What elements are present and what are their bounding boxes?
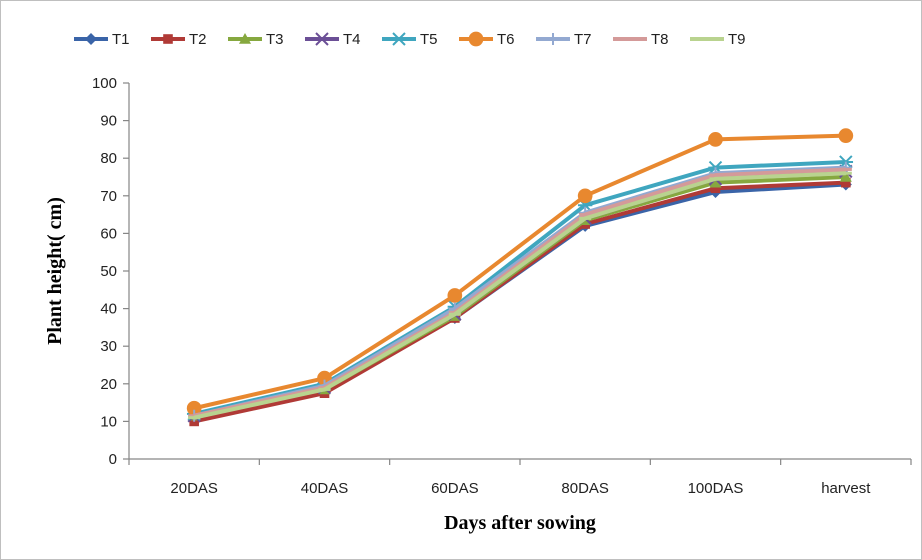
legend-item-t7: T7: [536, 31, 592, 48]
legend-item-t3: T3: [228, 31, 284, 48]
data-point-t6: [577, 188, 593, 204]
series-t4: [187, 164, 853, 423]
legend-marker: [239, 33, 251, 44]
data-point-t9: [579, 216, 592, 220]
data-point-t9: [448, 312, 461, 316]
legend-label: T2: [189, 31, 207, 48]
legend-item-t8: T8: [613, 31, 669, 48]
x-tick-label: 40DAS: [301, 480, 349, 497]
series-layer: [186, 128, 854, 427]
y-tick-label: 10: [100, 413, 117, 430]
y-tick-label: 40: [100, 301, 117, 318]
series-line-t1: [193, 182, 846, 420]
x-tick-label: 80DAS: [561, 480, 609, 497]
legend-marker: [391, 32, 407, 46]
series-t8: [188, 167, 852, 418]
legend-marker: [547, 33, 559, 45]
axes: 0 10 20 30 40 50 60 70 80 90 100 20DAS 40DAS 60DAS 80…: [92, 75, 912, 497]
legend-item-t4: T4: [305, 31, 361, 48]
series-t9: [188, 171, 852, 420]
series-t3: [188, 171, 852, 421]
legend-marker: [85, 33, 97, 45]
legend-item-t9: T9: [690, 31, 746, 48]
legend-label: T6: [497, 31, 515, 48]
data-point-t9: [318, 387, 331, 391]
legend-label: T7: [574, 31, 592, 48]
legend-item-t2: T2: [151, 31, 207, 48]
series-t7: [188, 161, 852, 422]
series-line-t7: [193, 165, 846, 418]
series-line-t4: [193, 169, 846, 418]
legend-marker: [163, 34, 173, 44]
y-tick-label: 70: [100, 188, 117, 205]
y-tick-label: 0: [109, 451, 117, 468]
legend-item-t1: T1: [74, 31, 130, 48]
data-point-t2: [710, 183, 721, 194]
legend-label: T1: [112, 31, 130, 48]
data-point-t9: [188, 416, 201, 420]
x-tick-label: 100DAS: [688, 480, 744, 497]
data-point-t9: [839, 171, 852, 175]
y-tick-label: 30: [100, 338, 117, 355]
legend-marker: [315, 32, 329, 46]
y-tick-label: 60: [100, 225, 117, 242]
y-ticks: 0 10 20 30 40 50 60 70 80 90 100: [92, 75, 129, 468]
series-line-t6: [193, 133, 846, 411]
x-tick-label: 60DAS: [431, 480, 479, 497]
x-axis-title: Days after sowing: [444, 512, 596, 534]
y-tick-label: 50: [100, 263, 117, 280]
x-ticks: 20DAS 40DAS 60DAS 80DAS 100DAS harvest: [128, 459, 912, 497]
x-tick-label: 20DAS: [170, 480, 218, 497]
data-point-t8: [579, 213, 592, 217]
series-line-t8: [193, 167, 846, 418]
y-tick-label: 90: [100, 113, 117, 130]
legend: T1 T2 T3 T4 T5 T6 T7 T8 T9: [74, 31, 746, 48]
series-line-t3: [193, 175, 846, 418]
data-point-t8: [839, 167, 852, 171]
legend-label: T4: [343, 31, 361, 48]
series-t5: [186, 155, 854, 421]
legend-label: T5: [420, 31, 438, 48]
series-line-t9: [193, 171, 846, 420]
series-line-t2: [193, 180, 846, 424]
data-point-t6: [838, 128, 854, 143]
series-t2: [189, 177, 851, 427]
data-point-t2: [841, 177, 851, 188]
legend-label: T3: [266, 31, 284, 48]
data-point-t3: [709, 176, 722, 188]
data-point-t8: [709, 173, 722, 177]
data-point-t6: [447, 288, 463, 303]
series-t6: [186, 128, 854, 416]
data-point-t7: [839, 161, 852, 174]
data-point-t3: [839, 171, 852, 182]
legend-item-t5: T5: [382, 31, 438, 48]
legend-marker: [701, 37, 713, 41]
y-tick-label: 20: [100, 376, 117, 393]
data-point-t9: [709, 177, 722, 181]
data-point-t6: [186, 400, 202, 416]
legend-marker: [624, 37, 636, 41]
data-point-t6: [708, 132, 723, 147]
x-tick-label: harvest: [821, 480, 871, 497]
legend-label: T9: [728, 31, 746, 48]
series-line-t5: [193, 159, 846, 416]
y-axis-title: Plant height( cm): [44, 197, 66, 345]
legend-label: T8: [651, 31, 669, 48]
legend-marker: [468, 31, 484, 47]
y-tick-label: 80: [100, 150, 117, 167]
y-tick-label: 100: [92, 75, 117, 92]
legend-item-t6: T6: [459, 31, 515, 48]
